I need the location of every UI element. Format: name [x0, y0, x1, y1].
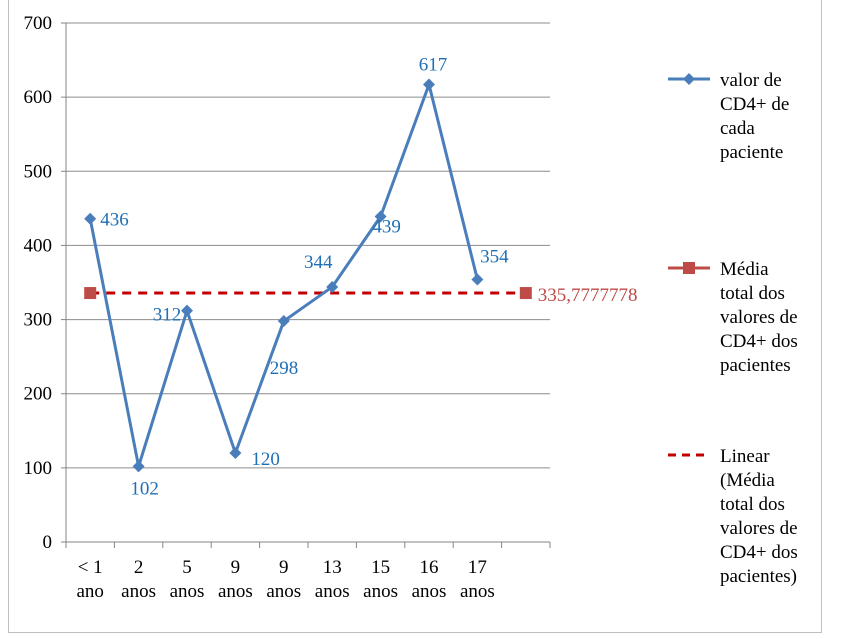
- data-label: 298: [270, 358, 299, 379]
- legend-label-trend: Linear: [720, 446, 770, 467]
- data-label: 617: [419, 55, 448, 76]
- average-marker: [84, 287, 97, 300]
- y-tick-label: 400: [24, 235, 53, 256]
- y-tick-label: 700: [24, 13, 53, 34]
- legend-label-average: total dos: [720, 283, 785, 304]
- chart-frame: [8, 0, 822, 633]
- data-label: 312: [153, 305, 182, 326]
- y-tick-label: 0: [43, 532, 53, 553]
- legend-label-average: pacientes: [720, 355, 791, 376]
- legend-label-series: CD4+ de: [720, 94, 789, 115]
- legend-label-average: valores de: [720, 307, 798, 328]
- x-tick-label-unit: anos: [315, 581, 350, 602]
- x-tick-label-unit: anos: [266, 581, 301, 602]
- legend-label-series: paciente: [720, 142, 783, 163]
- data-label: 436: [100, 210, 129, 231]
- legend-label-trend: total dos: [720, 494, 785, 515]
- x-tick-label-unit: anos: [170, 581, 205, 602]
- data-label: 354: [480, 247, 509, 268]
- y-tick-label: 200: [24, 384, 53, 405]
- data-point: [84, 212, 97, 225]
- x-tick-label: 9: [279, 557, 289, 578]
- x-tick-label-unit: anos: [218, 581, 253, 602]
- x-tick-label-unit: anos: [121, 581, 156, 602]
- data-point: [471, 273, 484, 286]
- data-label: 344: [304, 252, 333, 273]
- data-point: [374, 210, 387, 223]
- data-point: [326, 280, 339, 293]
- average-label: 335,7777778: [538, 285, 638, 306]
- data-point: [229, 447, 242, 460]
- x-tick-label: < 1: [78, 557, 103, 578]
- y-tick-label: 600: [24, 87, 53, 108]
- x-tick-label-unit: anos: [412, 581, 447, 602]
- legend-marker-series: [683, 73, 695, 85]
- x-tick-label-unit: ano: [76, 581, 103, 602]
- data-point: [181, 304, 193, 317]
- x-tick-label: 2: [134, 557, 144, 578]
- x-tick-label-unit: anos: [363, 581, 398, 602]
- y-tick-label: 100: [24, 458, 53, 479]
- legend-label-trend: valores de: [720, 518, 798, 539]
- legend-label-series: cada: [720, 118, 755, 139]
- data-point: [132, 460, 145, 473]
- x-tick-label: 15: [371, 557, 390, 578]
- x-tick-label: 17: [468, 557, 487, 578]
- y-tick-label: 500: [24, 161, 53, 182]
- x-tick-label-unit: anos: [460, 581, 495, 602]
- series-line: [88, 83, 479, 468]
- data-label: 439: [372, 217, 401, 238]
- x-tick-label: 9: [231, 557, 241, 578]
- data-label: 120: [251, 449, 280, 470]
- x-tick-label: 13: [323, 557, 342, 578]
- legend-label-trend: pacientes): [720, 566, 797, 587]
- data-point: [277, 315, 290, 328]
- legend-label-trend: CD4+ dos: [720, 542, 798, 563]
- legend-label-series: valor de: [720, 70, 782, 91]
- legend-label-average: Média: [720, 259, 769, 280]
- data-point: [423, 78, 435, 91]
- y-tick-label: 300: [24, 310, 53, 331]
- data-label: 102: [130, 478, 159, 499]
- legend-label-trend: (Média: [720, 470, 775, 491]
- x-tick-label: 5: [182, 557, 192, 578]
- legend-label-average: CD4+ dos: [720, 331, 798, 352]
- x-tick-label: 16: [420, 557, 439, 578]
- average-marker: [519, 287, 532, 300]
- legend-marker-average: [683, 262, 695, 274]
